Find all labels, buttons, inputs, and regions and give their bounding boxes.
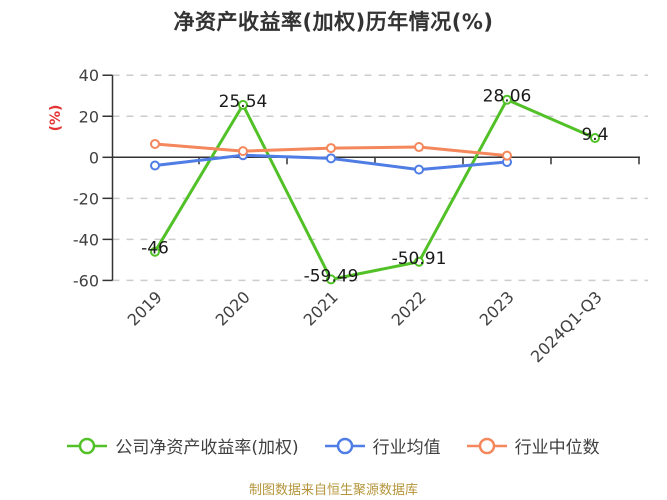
y-tick-label: -60 xyxy=(73,271,99,290)
series-point-0 xyxy=(502,94,512,105)
x-tick-label: 2021 xyxy=(300,287,342,329)
series-point-1 xyxy=(414,164,424,175)
legend-marker-icon xyxy=(466,437,507,454)
series-point-2 xyxy=(326,143,336,154)
legend-label: 行业中位数 xyxy=(514,438,600,458)
series-point-2 xyxy=(414,142,424,153)
data-label: 28.06 xyxy=(483,87,532,107)
x-tick-label: 2023 xyxy=(476,287,518,329)
x-tick-label: 2019 xyxy=(124,287,166,329)
y-tick-label: -20 xyxy=(73,189,99,208)
series-point-0 xyxy=(414,256,424,267)
chart-legend: 公司净资产收益率(加权) 行业均值 行业中位数 xyxy=(0,433,667,458)
legend-label: 公司净资产收益率(加权) xyxy=(115,438,299,458)
y-tick-label: 0 xyxy=(89,148,99,167)
chart-plot-area: 40 20 0 -20 -40 -60 2019 2020 2021 2022 2023 2024Q1… xyxy=(48,66,648,366)
chart-title: 净资产收益率(加权)历年情况(%) xyxy=(173,10,494,34)
data-label: -59.49 xyxy=(304,266,359,286)
legend-marker-icon xyxy=(324,437,365,454)
x-tick-label: 2022 xyxy=(388,287,430,329)
y-tick-label: -40 xyxy=(73,230,99,249)
series-point-1 xyxy=(150,160,160,171)
series-point-0 xyxy=(238,99,248,110)
x-tick-label: 2020 xyxy=(212,287,254,329)
legend-item-1[interactable]: 行业均值 xyxy=(324,433,441,458)
series-point-2 xyxy=(238,146,248,157)
legend-label: 行业均值 xyxy=(372,438,441,458)
series-point-2 xyxy=(502,150,512,161)
series-point-1 xyxy=(326,153,336,164)
y-tick-label: 20 xyxy=(79,107,99,126)
legend-item-0[interactable]: 公司净资产收益率(加权) xyxy=(67,433,299,458)
data-label: -46 xyxy=(141,239,169,259)
legend-item-2[interactable]: 行业中位数 xyxy=(466,433,600,458)
y-tick-label: 40 xyxy=(79,66,99,85)
series-point-0 xyxy=(150,246,160,257)
series-point-0 xyxy=(326,274,336,285)
series-line-0 xyxy=(153,98,596,281)
data-label: 9.4 xyxy=(581,125,608,145)
y-axis-unit-label: (%) xyxy=(48,105,64,132)
legend-marker-icon xyxy=(67,437,108,454)
series-point-2 xyxy=(150,138,160,149)
data-label: -50.91 xyxy=(392,249,447,269)
data-label: 25.54 xyxy=(219,92,268,112)
data-source-note: 制图数据来自恒生聚源数据库 xyxy=(248,483,418,498)
series-point-0 xyxy=(590,133,600,144)
x-tick-label: 2024Q1-Q3 xyxy=(527,287,606,366)
